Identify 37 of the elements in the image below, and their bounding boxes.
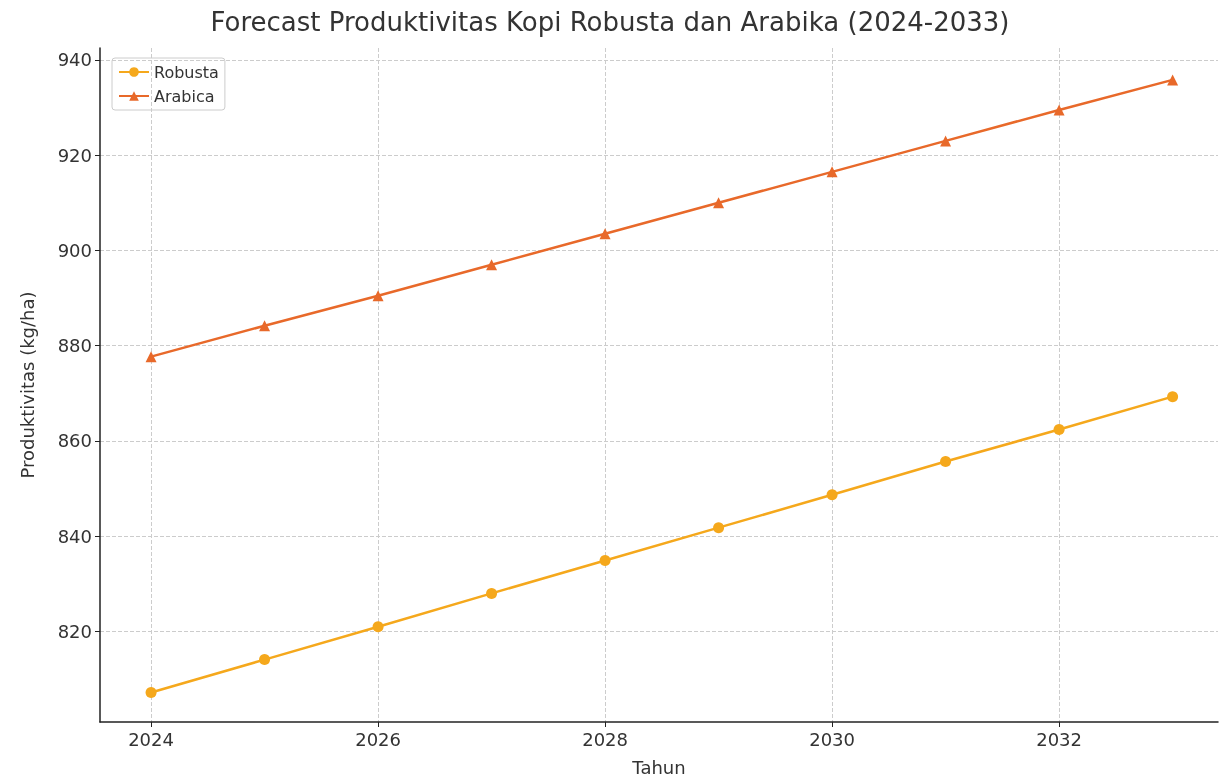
point (145, 686, 157, 698)
point (145, 351, 157, 363)
point (372, 621, 384, 633)
point (713, 522, 725, 534)
y-axis-title: Produktivitas (kg/ha) (16, 291, 38, 479)
y-tick-label: 860 (57, 430, 92, 452)
point (1167, 74, 1179, 86)
point (1053, 424, 1065, 436)
x-tick-label: 2030 (809, 728, 855, 750)
point (599, 555, 611, 567)
point (259, 654, 271, 666)
point (713, 197, 725, 209)
y-tick-label: 900 (57, 239, 92, 261)
x-tick-label: 2024 (128, 728, 174, 750)
point (826, 166, 838, 178)
point (940, 135, 952, 147)
legend-label: Arabica (154, 86, 215, 106)
y-tick-label: 880 (57, 335, 92, 357)
point (1053, 104, 1065, 116)
point (826, 489, 838, 501)
x-tick-label: 2026 (355, 728, 401, 750)
point (372, 290, 384, 302)
point (486, 259, 498, 271)
point (940, 455, 952, 467)
point (1167, 391, 1179, 403)
x-tick-label: 2032 (1036, 728, 1082, 750)
y-tick-label: 820 (57, 621, 92, 642)
x-axis-title: Tahun (631, 756, 686, 778)
x-tick-label: 2028 (582, 728, 628, 750)
chart-title: Forecast Produktivitas Kopi Robusta dan Arabika (2024-2033) (210, 7, 1010, 37)
y-tick-label: 940 (57, 49, 92, 71)
point (599, 228, 611, 240)
point (486, 587, 498, 599)
legend-label: Robusta (154, 62, 219, 82)
y-tick-label: 920 (57, 144, 92, 166)
point (259, 320, 271, 332)
y-tick-label: 840 (57, 525, 92, 547)
